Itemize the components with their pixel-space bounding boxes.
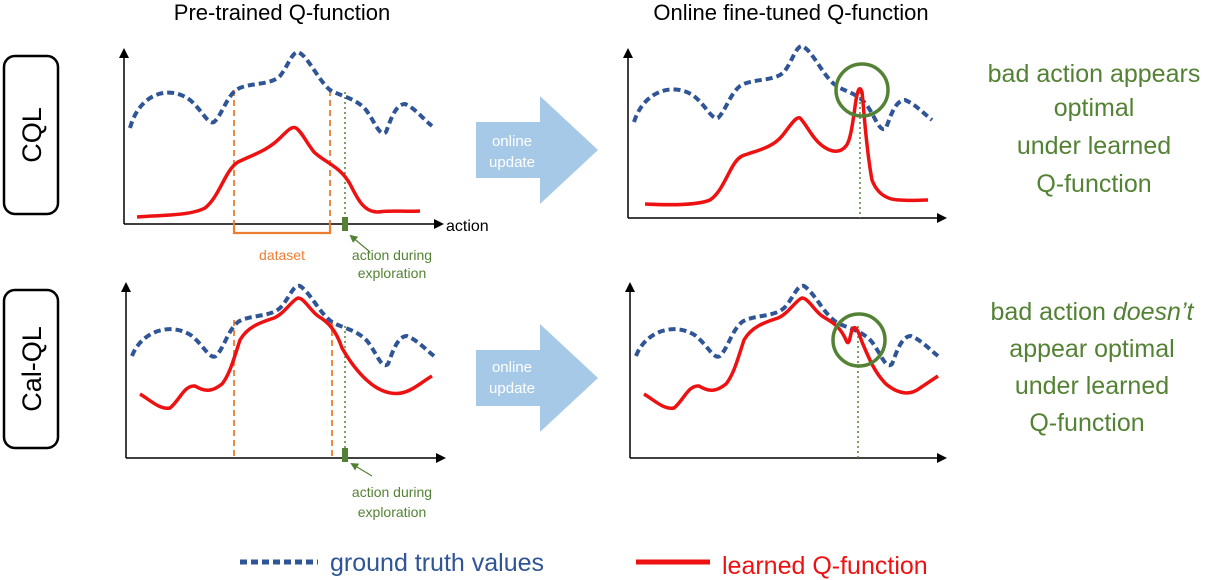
legend: ground truth values learned Q-function	[240, 549, 928, 580]
arrow-label-line2: update	[489, 380, 535, 397]
dataset-bracket	[232, 226, 332, 235]
ground-truth-curve	[130, 283, 436, 368]
exploration-pointer	[350, 462, 373, 477]
calql-note-line4: Q-function	[1029, 409, 1144, 437]
panel-calql-pretrained: action during exploration	[121, 282, 446, 520]
exploration-pointer	[349, 234, 371, 253]
exploration-label-line1: action during	[352, 247, 432, 263]
row-label-calql-text: Cal-QL	[17, 326, 47, 412]
online-update-arrow-calql: online update	[476, 324, 598, 432]
learned-q-curve	[136, 125, 421, 219]
calql-annotation: bad action doesn’t appear optimal under …	[991, 298, 1195, 437]
learned-q-curve	[139, 296, 433, 410]
row-label-cql: CQL	[2, 54, 60, 216]
highlight-circle	[834, 62, 890, 118]
panel-cql-finetuned	[623, 43, 947, 223]
exploration-marker	[342, 217, 348, 231]
arrow-label-line2: update	[489, 154, 535, 171]
dataset-label: dataset	[259, 247, 305, 263]
cql-note-line3: under learned	[1017, 132, 1171, 160]
calql-note-emphasis: doesn’t	[1113, 298, 1195, 326]
cql-note-line4: Q-function	[1036, 170, 1151, 198]
header-pretrained: Pre-trained Q-function	[174, 0, 390, 25]
highlight-circle	[831, 312, 887, 368]
header-finetuned: Online fine-tuned Q-function	[653, 0, 928, 25]
calql-note-line1: bad action doesn’t	[991, 298, 1195, 326]
exploration-marker	[342, 448, 348, 462]
x-axis-label: action	[446, 218, 489, 235]
arrow-label-line1: online	[492, 359, 532, 376]
learned-q-curve	[644, 86, 929, 207]
legend-ground-truth-label: ground truth values	[330, 549, 544, 577]
exploration-label-line2: exploration	[358, 265, 427, 281]
calql-note-line2: appear optimal	[1009, 335, 1174, 363]
cql-annotation: bad action appears optimal under learned…	[988, 60, 1201, 198]
arrow-label-line1: online	[492, 133, 532, 150]
online-update-arrow-cql: online update	[476, 96, 598, 204]
panel-cql-pretrained: action dataset action during exploration	[119, 48, 489, 281]
exploration-label-line2: exploration	[358, 504, 427, 520]
legend-learned-label: learned Q-function	[722, 552, 928, 580]
calql-note-prefix: bad action	[991, 298, 1113, 326]
row-label-cql-text: CQL	[17, 107, 47, 163]
exploration-label-line1: action during	[352, 484, 432, 500]
ground-truth-curve	[128, 49, 434, 136]
calql-note-line3: under learned	[1015, 372, 1169, 400]
panel-calql-finetuned	[625, 282, 947, 463]
ground-truth-curve	[634, 283, 940, 368]
learned-q-curve	[643, 296, 939, 410]
cql-note-line2: optimal	[1054, 94, 1135, 122]
row-label-calql: Cal-QL	[2, 288, 60, 450]
cql-note-line1: bad action appears	[988, 60, 1201, 88]
